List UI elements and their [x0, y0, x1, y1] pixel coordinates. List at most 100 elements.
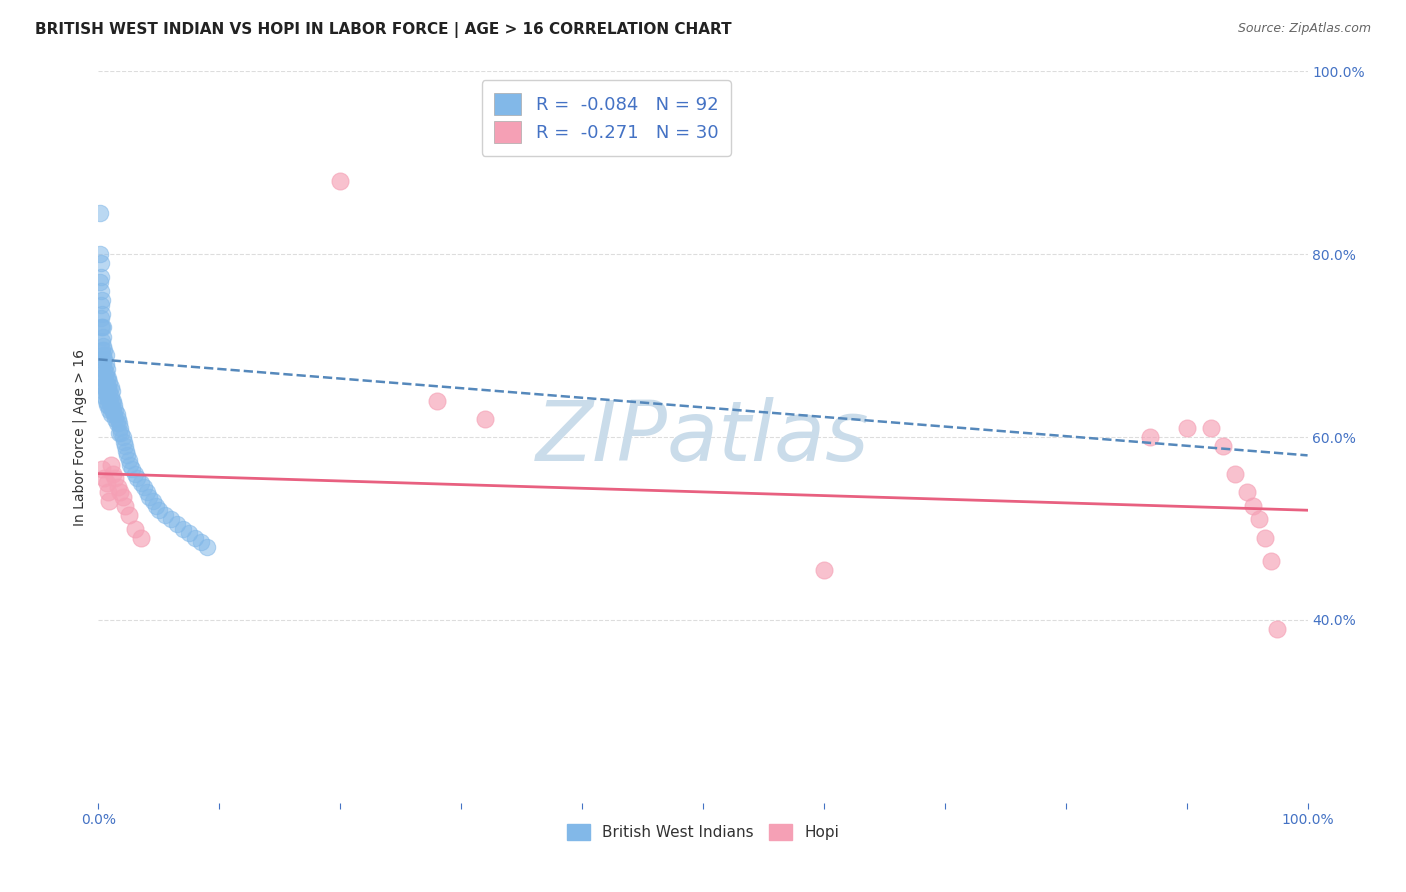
Point [100, 389, 122, 403]
Point [93, 380, 115, 394]
Point [160, 512, 183, 526]
Point [105, 407, 128, 421]
Point [124, 467, 146, 481]
Point [94, 366, 117, 380]
Point [129, 531, 152, 545]
Point [1223, 467, 1246, 481]
Point [1254, 531, 1277, 545]
Point [117, 449, 139, 463]
Point [104, 402, 127, 417]
Point [93, 389, 115, 403]
Point [91, 307, 114, 321]
Point [145, 499, 167, 513]
Point [96, 398, 118, 412]
Point [1267, 622, 1289, 636]
Point [96, 389, 118, 403]
Point [90, 284, 112, 298]
Point [153, 508, 176, 522]
Point [107, 412, 129, 426]
Point [129, 475, 152, 490]
Point [474, 412, 496, 426]
Point [100, 380, 122, 394]
Point [98, 402, 121, 417]
Point [111, 490, 134, 504]
Point [94, 384, 117, 399]
Point [426, 393, 449, 408]
Text: ZIPatlas: ZIPatlas [536, 397, 870, 477]
Point [96, 361, 118, 376]
Point [138, 490, 160, 504]
Point [91, 339, 114, 353]
Point [112, 434, 135, 449]
Point [1175, 421, 1198, 435]
Point [329, 174, 352, 188]
Point [93, 361, 115, 376]
Point [101, 467, 124, 481]
Point [91, 320, 114, 334]
Y-axis label: In Labor Force | Age > 16: In Labor Force | Age > 16 [73, 349, 87, 525]
Point [166, 516, 188, 531]
Point [90, 297, 112, 311]
Point [104, 412, 127, 426]
Point [97, 389, 120, 403]
Point [190, 535, 212, 549]
Point [118, 453, 141, 467]
Point [98, 375, 121, 389]
Point [96, 380, 118, 394]
Point [94, 393, 117, 408]
Point [91, 293, 114, 307]
Point [97, 398, 120, 412]
Point [813, 563, 835, 577]
Point [1139, 430, 1161, 444]
Point [93, 352, 115, 367]
Point [91, 462, 114, 476]
Point [135, 484, 157, 499]
Point [100, 402, 122, 417]
Point [90, 270, 112, 285]
Point [142, 494, 165, 508]
Point [108, 484, 131, 499]
Legend: British West Indians, Hopi: British West Indians, Hopi [561, 818, 845, 847]
Point [100, 398, 122, 412]
Point [97, 370, 120, 384]
Point [97, 484, 120, 499]
Text: BRITISH WEST INDIAN VS HOPI IN LABOR FORCE | AGE > 16 CORRELATION CHART: BRITISH WEST INDIAN VS HOPI IN LABOR FOR… [35, 22, 731, 38]
Point [96, 475, 118, 490]
Point [110, 425, 132, 440]
Point [91, 366, 114, 380]
Point [89, 206, 111, 220]
Point [94, 357, 117, 371]
Point [100, 407, 122, 421]
Point [98, 384, 121, 399]
Point [124, 521, 146, 535]
Point [91, 329, 114, 343]
Point [100, 384, 122, 399]
Point [91, 348, 114, 362]
Point [127, 471, 149, 485]
Point [179, 526, 201, 541]
Point [101, 393, 124, 408]
Point [172, 521, 194, 535]
Point [1199, 421, 1222, 435]
Point [134, 480, 156, 494]
Point [91, 343, 114, 358]
Point [93, 370, 115, 384]
Point [93, 343, 115, 358]
Point [121, 462, 143, 476]
Point [108, 425, 131, 440]
Point [108, 417, 131, 431]
Point [94, 375, 117, 389]
Point [184, 531, 207, 545]
Point [118, 458, 141, 472]
Point [101, 402, 124, 417]
Point [100, 393, 122, 408]
Point [90, 311, 112, 326]
Point [1241, 499, 1264, 513]
Point [105, 417, 128, 431]
Point [100, 458, 122, 472]
Point [103, 398, 125, 412]
Point [148, 503, 170, 517]
Point [97, 380, 120, 394]
Point [93, 471, 115, 485]
Point [103, 407, 125, 421]
